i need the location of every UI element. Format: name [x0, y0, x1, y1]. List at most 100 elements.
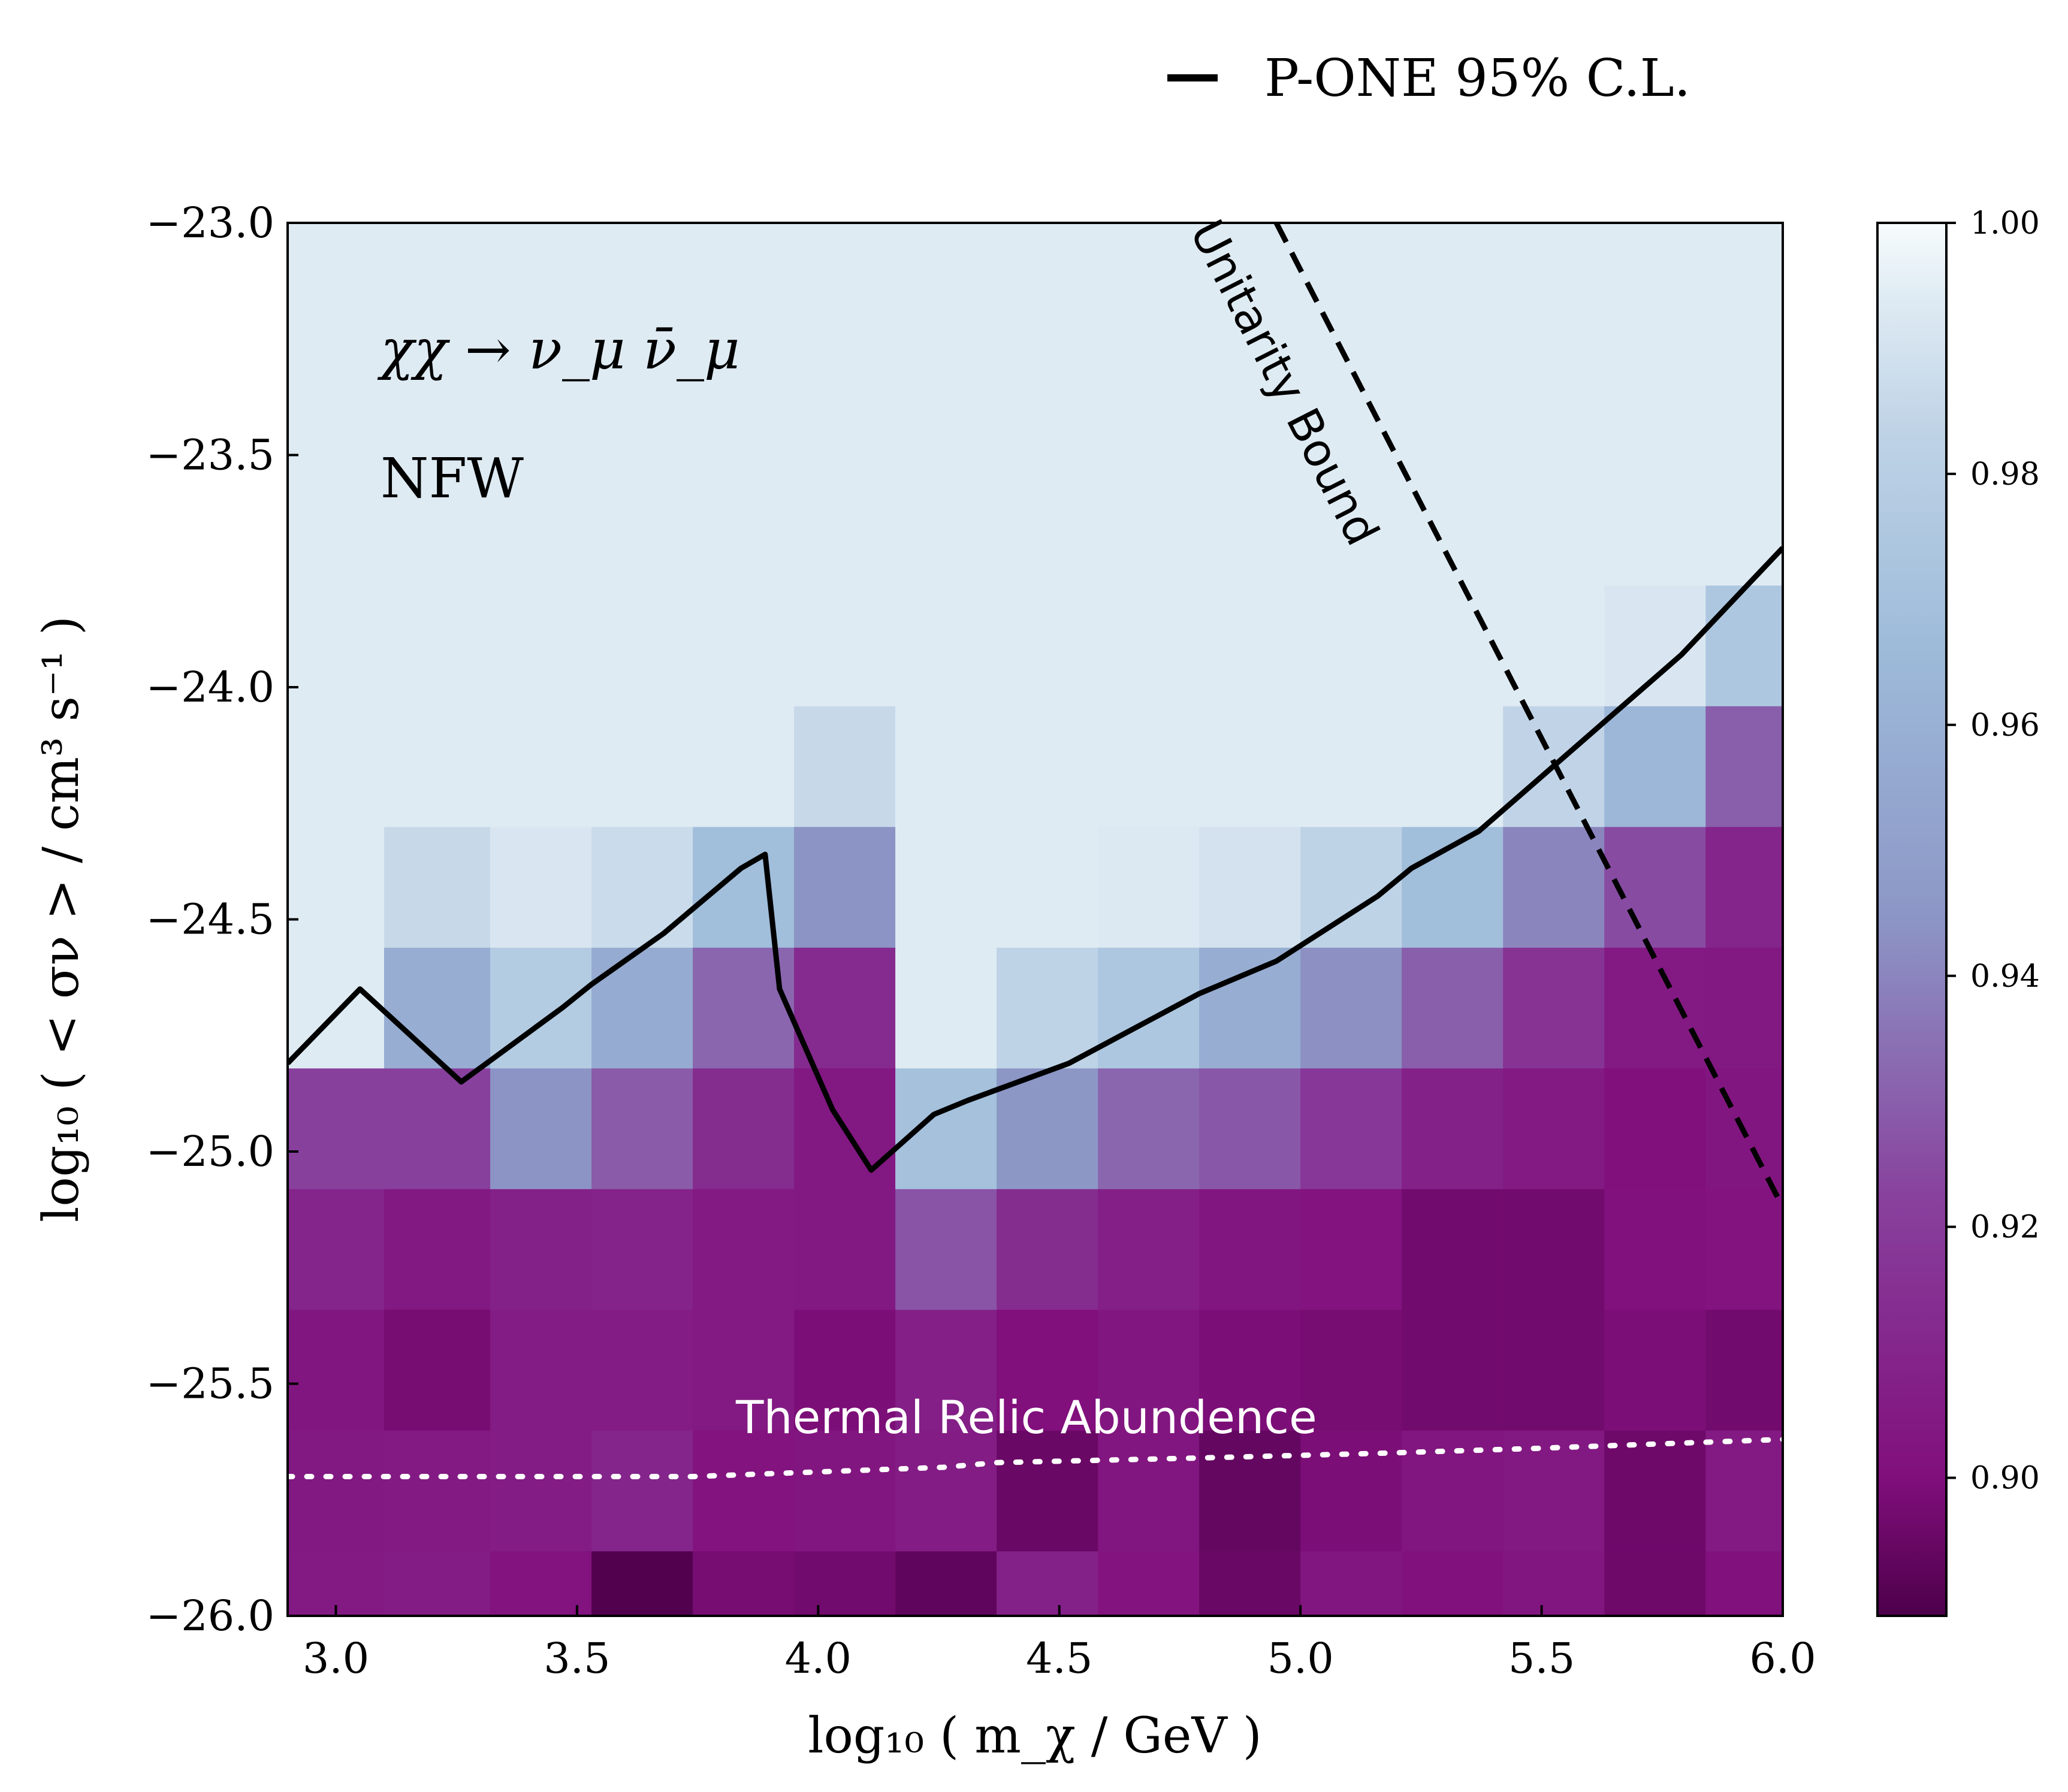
heatmap-cell — [1705, 585, 1783, 706]
colorbar: 0.90 0.92 0.94 0.96 0.98 1.00 — [1876, 206, 2040, 1617]
heatmap-cell — [490, 455, 592, 586]
heatmap-cell — [591, 1309, 693, 1431]
heatmap-cell — [591, 706, 693, 827]
heatmap-cell — [997, 947, 1098, 1069]
heatmap-cell — [288, 826, 385, 948]
heatmap-cell — [693, 1551, 795, 1616]
heatmap-cell — [1402, 1430, 1504, 1552]
heatmap-cell — [997, 1430, 1098, 1552]
heatmap-cell — [384, 1189, 491, 1310]
heatmap-cell — [1503, 1309, 1605, 1431]
heatmap-cell — [1300, 706, 1402, 827]
heatmap-cell — [1402, 947, 1504, 1069]
unitarity-bound-line — [1273, 223, 1783, 1209]
heatmap-cell — [384, 1068, 491, 1189]
heatmap-cell — [895, 1309, 997, 1431]
y-tick-label: −24.0 — [146, 663, 274, 712]
heatmap-cell — [693, 1309, 795, 1431]
heatmap-cell — [895, 1068, 997, 1189]
heatmap-cell — [384, 826, 491, 948]
heatmap-cell — [693, 1189, 795, 1310]
heatmap-cell — [490, 585, 592, 706]
heatmap-cell — [997, 1309, 1098, 1431]
heatmap-cell — [1402, 706, 1504, 827]
heatmap-cell — [1300, 455, 1402, 586]
heatmap-cell — [1300, 947, 1402, 1069]
legend-entry-label: P-ONE 95% C.L. — [1264, 49, 1690, 108]
profile-annotation: NFW — [381, 446, 524, 510]
colorbar-tick-label: 1.00 — [1970, 206, 2040, 241]
heatmap-cell — [1705, 1309, 1783, 1431]
heatmap-cell — [1705, 947, 1783, 1069]
thermal-relic-line — [288, 1437, 1783, 1479]
heatmap-cell — [997, 1189, 1098, 1310]
heatmap-cell — [1705, 1551, 1783, 1616]
heatmap-cell — [1199, 1068, 1301, 1189]
legend: P-ONE 95% C.L. — [1167, 49, 1690, 108]
colorbar-tick-label: 0.94 — [1970, 959, 2040, 995]
heatmap-cell — [1199, 706, 1301, 827]
heatmap-cell — [1199, 223, 1301, 456]
heatmap-cell — [1098, 1309, 1200, 1431]
heatmap-cell — [1402, 1309, 1504, 1431]
heatmap-cell — [591, 947, 693, 1069]
heatmap-cell — [1604, 1068, 1707, 1189]
y-tick-label: −25.0 — [146, 1127, 274, 1176]
heatmap-cell — [288, 223, 385, 456]
heatmap-cell — [288, 1068, 385, 1189]
thermal-relic-label: Thermal Relic Abundence — [735, 1391, 1317, 1444]
x-axis: 3.0 3.5 4.0 4.5 5.0 5.5 6.0 — [303, 1605, 1816, 1683]
heatmap-cell — [384, 585, 491, 706]
heatmap-cell — [490, 706, 592, 827]
colorbar-ticks: 0.90 0.92 0.94 0.96 0.98 1.00 — [1946, 206, 2040, 1497]
heatmap-cell — [895, 947, 997, 1069]
heatmap-cell — [1098, 706, 1200, 827]
heatmap-cell — [997, 585, 1098, 706]
heatmap-cell — [1503, 455, 1605, 586]
heatmap-cell — [1705, 706, 1783, 827]
heatmap-cell — [1604, 826, 1707, 948]
heatmap-cell — [1098, 585, 1200, 706]
heatmap-cell — [490, 1309, 592, 1431]
heatmap-cell — [1300, 1309, 1402, 1431]
y-tick-label: −25.5 — [146, 1359, 274, 1409]
heatmap-cell — [895, 223, 997, 456]
heatmap-cell — [1199, 1189, 1301, 1310]
heatmap-cell — [794, 1430, 896, 1552]
heatmap-cell — [693, 1068, 795, 1189]
x-tick-label: 3.0 — [303, 1634, 369, 1683]
x-tick-label: 4.0 — [785, 1634, 852, 1683]
heatmap-cell — [1199, 455, 1301, 586]
heatmap-cell — [591, 1430, 693, 1552]
heatmap-cell — [997, 223, 1098, 456]
y-tick-label: −26.0 — [146, 1591, 274, 1640]
heatmap-cell — [693, 223, 795, 456]
series-layer — [288, 223, 1783, 1479]
heatmap-cell — [1199, 1430, 1301, 1552]
heatmap-cell — [997, 826, 1098, 948]
colorbar-gradient — [1876, 222, 1948, 1617]
heatmap-cell — [794, 1551, 896, 1616]
heatmap-cell — [1705, 826, 1783, 948]
y-tick-label: −24.5 — [146, 895, 274, 944]
heatmap-cell — [384, 1551, 491, 1616]
x-tick-label: 5.0 — [1267, 1634, 1333, 1683]
heatmap-cell — [895, 826, 997, 948]
heatmap-cell — [1300, 585, 1402, 706]
heatmap-cell — [1503, 585, 1605, 706]
heatmap-cell — [693, 826, 795, 948]
heatmap-cell — [1199, 1309, 1301, 1431]
heatmap-cell — [1604, 1430, 1707, 1552]
heatmap-cell — [1402, 223, 1504, 456]
heatmap — [288, 223, 1783, 1616]
heatmap-cell — [384, 706, 491, 827]
heatmap-cell — [997, 1551, 1098, 1616]
heatmap-cell — [794, 826, 896, 948]
y-axis: −23.0 −23.5 −24.0 −24.5 −25.0 −25.5 −26.0 — [146, 198, 298, 1640]
heatmap-cell — [1503, 1551, 1605, 1616]
heatmap-cell — [384, 455, 491, 586]
heatmap-cell — [1705, 223, 1783, 456]
heatmap-cell — [794, 706, 896, 827]
heatmap-cell — [794, 1309, 896, 1431]
